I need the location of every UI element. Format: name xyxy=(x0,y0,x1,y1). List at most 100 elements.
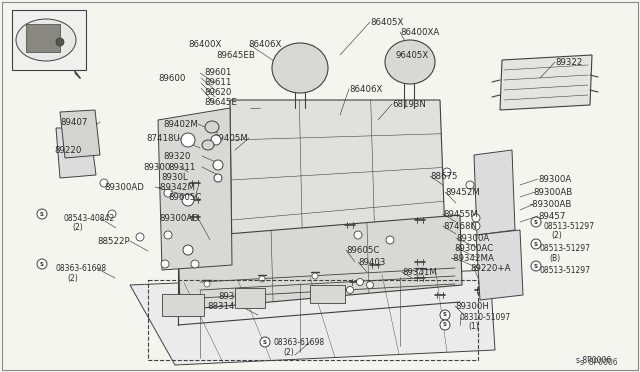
Text: 68193N: 68193N xyxy=(392,100,426,109)
Text: 89407: 89407 xyxy=(60,118,88,127)
Ellipse shape xyxy=(531,239,541,249)
Text: S: S xyxy=(534,219,538,224)
Polygon shape xyxy=(56,128,96,178)
Text: S: S xyxy=(534,241,538,247)
Text: 89300H: 89300H xyxy=(455,302,489,311)
Ellipse shape xyxy=(354,231,362,239)
Ellipse shape xyxy=(136,233,144,241)
Ellipse shape xyxy=(161,260,169,268)
Text: 89645E: 89645E xyxy=(204,98,237,107)
Text: 86406X: 86406X xyxy=(248,40,282,49)
Text: S: S xyxy=(40,212,44,217)
Polygon shape xyxy=(178,215,462,310)
Text: 86400X: 86400X xyxy=(188,40,221,49)
Ellipse shape xyxy=(466,181,474,189)
Text: 89341M: 89341M xyxy=(402,268,437,277)
Ellipse shape xyxy=(100,179,108,187)
Text: (2): (2) xyxy=(67,274,77,283)
Ellipse shape xyxy=(202,140,214,150)
Polygon shape xyxy=(60,110,100,158)
Ellipse shape xyxy=(214,174,222,182)
Text: 89303A: 89303A xyxy=(218,292,252,301)
Text: 89605C: 89605C xyxy=(346,246,380,255)
Bar xyxy=(148,280,478,360)
Polygon shape xyxy=(500,55,592,110)
Text: 87418U: 87418U xyxy=(146,134,180,143)
Ellipse shape xyxy=(472,222,480,230)
Text: 08363-61698: 08363-61698 xyxy=(274,338,325,347)
Text: 89605C: 89605C xyxy=(168,193,202,202)
Ellipse shape xyxy=(37,259,47,269)
Bar xyxy=(310,285,345,303)
Ellipse shape xyxy=(531,261,541,271)
Ellipse shape xyxy=(272,43,328,93)
Text: 89601: 89601 xyxy=(204,68,232,77)
Text: 89220+A: 89220+A xyxy=(470,264,511,273)
Ellipse shape xyxy=(356,279,364,285)
Ellipse shape xyxy=(472,214,480,222)
Ellipse shape xyxy=(183,245,193,255)
Text: S: S xyxy=(443,323,447,327)
Text: 89405M: 89405M xyxy=(213,134,248,143)
Ellipse shape xyxy=(417,269,423,275)
Text: (2): (2) xyxy=(72,223,83,232)
Ellipse shape xyxy=(531,217,541,227)
Ellipse shape xyxy=(259,276,265,282)
Text: 89403: 89403 xyxy=(358,258,385,267)
Polygon shape xyxy=(474,150,515,235)
Text: 88675: 88675 xyxy=(430,172,458,181)
Text: 8930L: 8930L xyxy=(161,173,188,182)
Ellipse shape xyxy=(164,189,172,197)
Text: 89300A: 89300A xyxy=(538,175,572,184)
Ellipse shape xyxy=(260,337,270,347)
Text: 08363-61698: 08363-61698 xyxy=(56,264,107,273)
Ellipse shape xyxy=(211,135,221,145)
Ellipse shape xyxy=(164,231,172,239)
Ellipse shape xyxy=(440,320,450,330)
Ellipse shape xyxy=(181,133,195,147)
Ellipse shape xyxy=(16,19,76,61)
Ellipse shape xyxy=(312,273,318,279)
Bar xyxy=(26,24,60,52)
Text: 86405X: 86405X xyxy=(370,18,403,27)
Polygon shape xyxy=(476,230,523,300)
Text: 89620: 89620 xyxy=(204,88,232,97)
Bar xyxy=(162,294,204,316)
Text: -89342MA: -89342MA xyxy=(451,254,495,263)
Ellipse shape xyxy=(182,194,194,206)
Text: 86400XA: 86400XA xyxy=(400,28,439,37)
Text: 89455M: 89455M xyxy=(443,210,478,219)
Polygon shape xyxy=(230,100,445,260)
Text: 96405X: 96405X xyxy=(395,51,428,60)
Text: 89645EB: 89645EB xyxy=(216,51,255,60)
Ellipse shape xyxy=(346,286,353,294)
Text: (B): (B) xyxy=(549,254,560,263)
Text: 08543-40842: 08543-40842 xyxy=(64,214,115,223)
Text: S: S xyxy=(40,262,44,266)
Text: 89457: 89457 xyxy=(538,212,565,221)
Text: S: S xyxy=(534,263,538,269)
Text: 89311: 89311 xyxy=(168,163,195,172)
Text: 89300: 89300 xyxy=(143,163,170,172)
Ellipse shape xyxy=(440,310,450,320)
Bar xyxy=(12,10,86,70)
Text: 89300AC: 89300AC xyxy=(454,244,493,253)
Text: (2): (2) xyxy=(551,231,562,240)
Ellipse shape xyxy=(213,160,223,170)
Ellipse shape xyxy=(443,168,451,176)
Polygon shape xyxy=(158,108,232,270)
Text: 89611: 89611 xyxy=(204,78,232,87)
Text: (2): (2) xyxy=(283,348,294,357)
Text: 08310-51097: 08310-51097 xyxy=(460,313,511,322)
Text: S: S xyxy=(443,312,447,317)
Ellipse shape xyxy=(204,281,210,287)
Text: 89300AD: 89300AD xyxy=(159,214,199,223)
Text: -89300AB: -89300AB xyxy=(530,200,572,209)
Polygon shape xyxy=(130,270,495,365)
Text: 87468N: 87468N xyxy=(443,222,477,231)
Text: 88314: 88314 xyxy=(207,302,234,311)
Text: 89600: 89600 xyxy=(158,74,186,83)
Text: 89320: 89320 xyxy=(163,152,190,161)
Text: 08513-51297: 08513-51297 xyxy=(540,266,591,275)
Text: 89220: 89220 xyxy=(54,146,81,155)
